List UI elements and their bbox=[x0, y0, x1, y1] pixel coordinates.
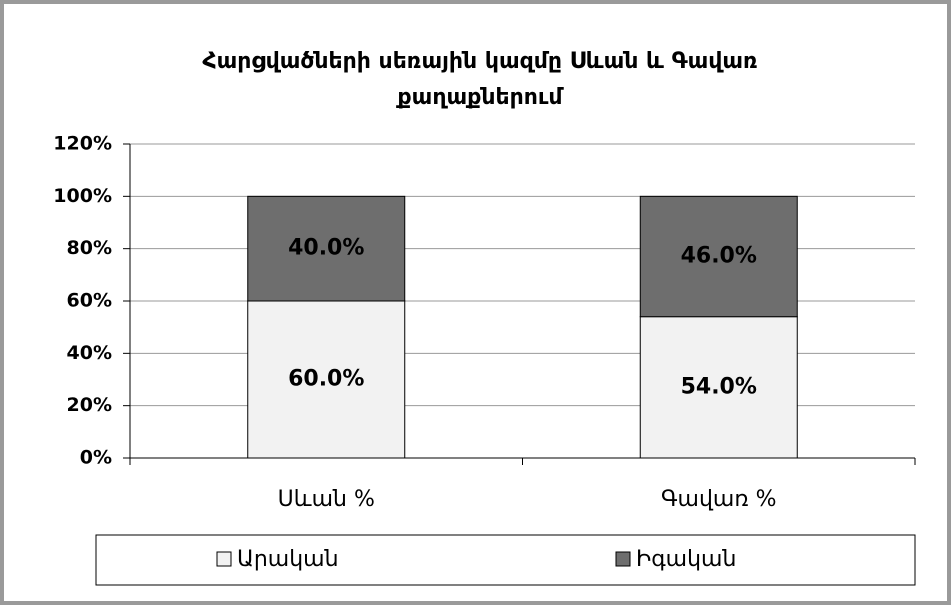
legend-label: Իգական bbox=[636, 547, 736, 572]
y-tick-label: 80% bbox=[67, 237, 112, 259]
legend-swatch bbox=[216, 551, 232, 567]
y-tick-label: 0% bbox=[80, 447, 112, 469]
legend-swatch bbox=[615, 551, 631, 567]
bar-segment bbox=[639, 195, 798, 318]
y-tick-label: 120% bbox=[53, 133, 112, 155]
y-tick-label: 40% bbox=[67, 342, 112, 364]
x-tick-label: Սևան % bbox=[278, 487, 375, 512]
data-label: 54.0% bbox=[681, 374, 757, 399]
data-label: 40.0% bbox=[288, 236, 364, 261]
y-tick-label: 60% bbox=[67, 290, 112, 312]
bar-segment bbox=[247, 300, 406, 459]
bar-segment bbox=[247, 195, 406, 302]
data-label: 46.0% bbox=[681, 244, 757, 269]
y-tick-label: 100% bbox=[53, 185, 112, 207]
bar-segment bbox=[639, 316, 798, 459]
x-tick-label: Գավառ % bbox=[661, 487, 777, 512]
chart-title: Հարցվածների սեռային կազմը Սևան և Գավառ ք… bbox=[202, 49, 758, 110]
legend-box bbox=[95, 534, 916, 586]
legend-label: Արական bbox=[237, 547, 339, 572]
y-tick-label: 20% bbox=[67, 394, 112, 416]
data-label: 60.0% bbox=[288, 367, 364, 392]
